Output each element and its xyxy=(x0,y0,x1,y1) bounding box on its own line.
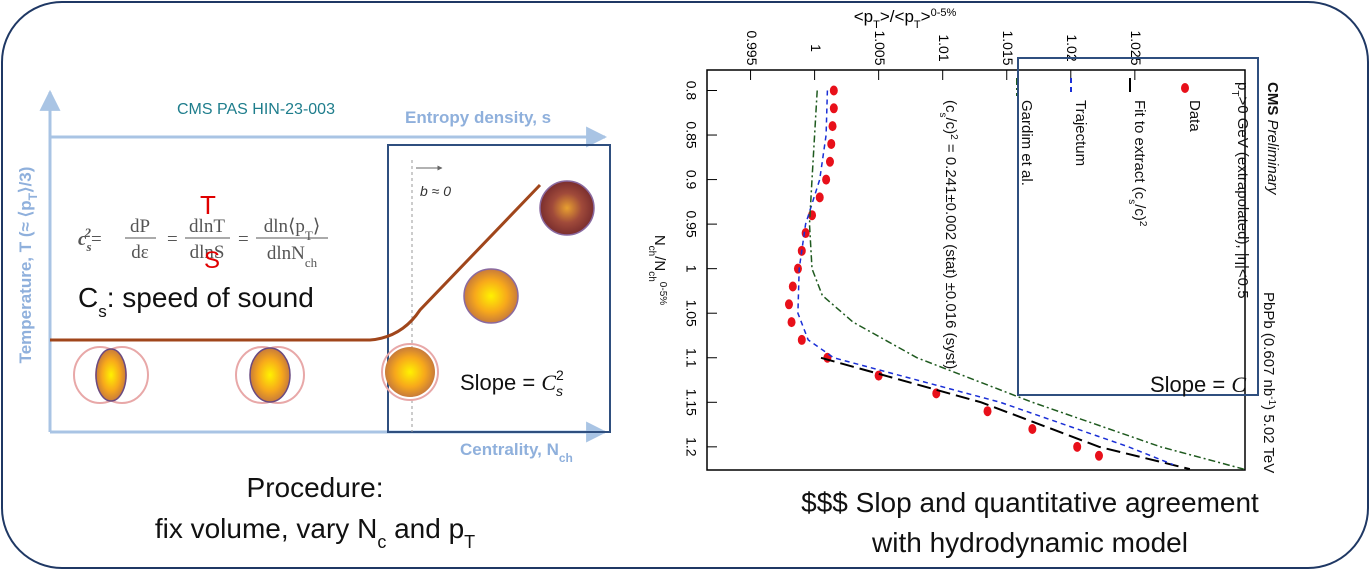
curve xyxy=(50,183,542,342)
series-line xyxy=(797,90,1174,466)
x-tick-label: 0.85 xyxy=(683,121,699,148)
equals: = xyxy=(167,229,178,250)
left-figure: Temperature, T (≈ ⟨pT⟩/3) CMS PAS HIN-23… xyxy=(16,89,611,465)
series-line xyxy=(820,356,1191,471)
data-point xyxy=(1028,424,1037,435)
selection: pT>0 GeV (extrapolated), |η|<0.5 xyxy=(1230,82,1252,299)
plot-frame xyxy=(706,69,1246,471)
data-point xyxy=(829,103,838,114)
y-tick-label: 1.025 xyxy=(1128,30,1144,65)
legend-marker xyxy=(1181,83,1189,93)
data-point xyxy=(1094,450,1103,461)
x-tick-label: 1.1 xyxy=(683,348,699,368)
bottom-axis-label: Centrality, Nch xyxy=(460,440,573,465)
overlay-s: S xyxy=(204,247,220,274)
x-tick-label: 1.2 xyxy=(683,437,699,457)
reference: CMS PAS HIN-23-003 xyxy=(177,101,335,118)
data-point xyxy=(787,317,796,328)
fraction-den: dε xyxy=(131,242,149,263)
equation: cs2= dP dε = dlnT dlnS = dln⟨pT⟩ dlnNch xyxy=(78,216,328,270)
slope-overlay: Slope = C xyxy=(1150,372,1246,397)
x-tick-label: 0.95 xyxy=(683,210,699,237)
caption: Procedure: xyxy=(247,472,384,503)
data-point xyxy=(815,192,824,203)
fraction-den: dlnS xyxy=(190,242,225,263)
data-point xyxy=(983,406,992,417)
fraction-num: dln⟨pT⟩ xyxy=(264,216,321,243)
y-tick-label: 1.01 xyxy=(936,34,952,61)
highlight-box xyxy=(387,144,611,433)
legend-entry: Fit to extract (cs/c)2 xyxy=(1127,100,1149,227)
caption: fix volume, vary Nc and pT xyxy=(155,513,475,552)
slope: Slope = Cs2 xyxy=(460,367,564,399)
data-point xyxy=(874,370,883,381)
x-axis-title: Nch/Nch0-5% xyxy=(647,235,669,305)
data-point xyxy=(1073,441,1082,452)
dataset: PbPb (0.607 nb-1) 5.02 TeV xyxy=(1260,292,1278,473)
y-axis-label: Temperature, T (≈ ⟨pT⟩/3) xyxy=(16,167,40,364)
data-point xyxy=(808,210,817,221)
legend-entry: Trajectum xyxy=(1072,100,1089,166)
y-axis-title: <pT>/<pT>0-5% xyxy=(854,7,957,31)
y-tick-label: 1.02 xyxy=(1064,34,1080,61)
caption: with hydrodynamic model xyxy=(871,527,1188,558)
data-point xyxy=(825,156,834,167)
data-point xyxy=(827,138,836,149)
experiment-label: CMS Preliminary xyxy=(1264,82,1281,196)
x-tick-label: 1.15 xyxy=(683,389,699,416)
result: (cs/c)2 = 0.241±0.002 (stat) ±0.016 (sys… xyxy=(938,100,960,369)
legend-entry: Gardim et al. xyxy=(1018,100,1035,186)
data-point xyxy=(829,85,838,96)
overlay-t: T xyxy=(200,190,216,220)
speed-of-sound: Cs: speed of sound xyxy=(78,282,314,321)
x-tick-label: 0.9 xyxy=(683,170,699,190)
impact-parameter: b ≈ 0 xyxy=(420,183,451,199)
y-tick-label: 0.995 xyxy=(744,30,760,65)
highlight-box xyxy=(1017,57,1259,396)
data-point xyxy=(828,121,837,132)
top-axis-label: Entropy density, s xyxy=(405,108,551,127)
fraction-num: dP xyxy=(130,216,150,237)
right-figure: <pT>/<pT>0-5% Nch/Nch0-5% CMS Preliminar… xyxy=(647,7,1282,473)
data-point xyxy=(797,334,806,345)
fraction-num: dlnT xyxy=(189,216,225,237)
legend-entry: Data xyxy=(1186,100,1203,132)
data-point xyxy=(801,228,810,239)
fraction-den: dlnNch xyxy=(267,243,318,270)
data-point xyxy=(784,299,793,310)
y-tick-label: 1.015 xyxy=(1000,30,1016,65)
y-tick-label: 1 xyxy=(808,44,824,52)
caption: $$$ Slop and quantitative agreement xyxy=(801,487,1259,518)
x-tick-label: 1 xyxy=(683,265,699,273)
x-tick-label: 1.05 xyxy=(683,300,699,327)
equals: = xyxy=(238,229,249,250)
data-point xyxy=(788,281,797,292)
spheres xyxy=(73,180,595,404)
data-point xyxy=(793,263,802,274)
equation-lhs: cs2= xyxy=(78,225,102,254)
data-point xyxy=(822,174,831,185)
y-tick-label: 1.005 xyxy=(872,30,888,65)
x-tick-label: 0.8 xyxy=(683,81,699,101)
